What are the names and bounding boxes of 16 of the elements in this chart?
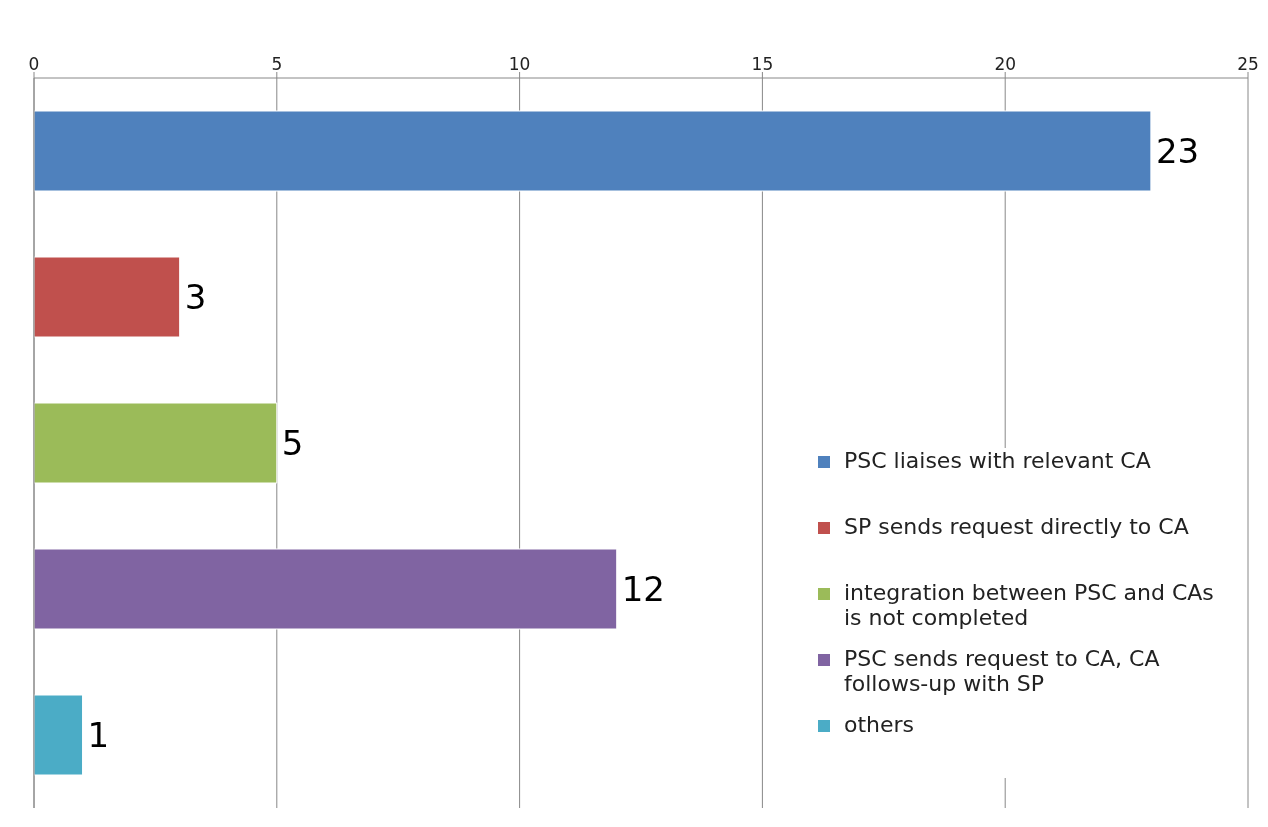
data-label: 3: [184, 277, 207, 318]
legend-label: SP sends request directly to CA: [844, 514, 1189, 539]
legend-label: others: [844, 712, 915, 737]
x-tick-label: 10: [508, 54, 531, 74]
x-tick-label: 5: [271, 54, 283, 74]
x-tick-label: 15: [751, 54, 774, 74]
data-label: 5: [281, 423, 304, 464]
data-label: 12: [621, 569, 665, 610]
data-label: 1: [87, 715, 110, 756]
data-label: 23: [1155, 131, 1200, 172]
x-tick-label: 25: [1237, 54, 1259, 74]
legend-label: PSC liaises with relevant CA: [844, 448, 1151, 473]
legend-label: integration between PSC and CAs is not completed: [844, 580, 1215, 630]
x-tick-label: 0: [28, 54, 40, 74]
legend-label: PSC sends request to CA, CA follows-up with SP: [844, 646, 1161, 696]
x-tick-label: 20: [994, 54, 1017, 74]
